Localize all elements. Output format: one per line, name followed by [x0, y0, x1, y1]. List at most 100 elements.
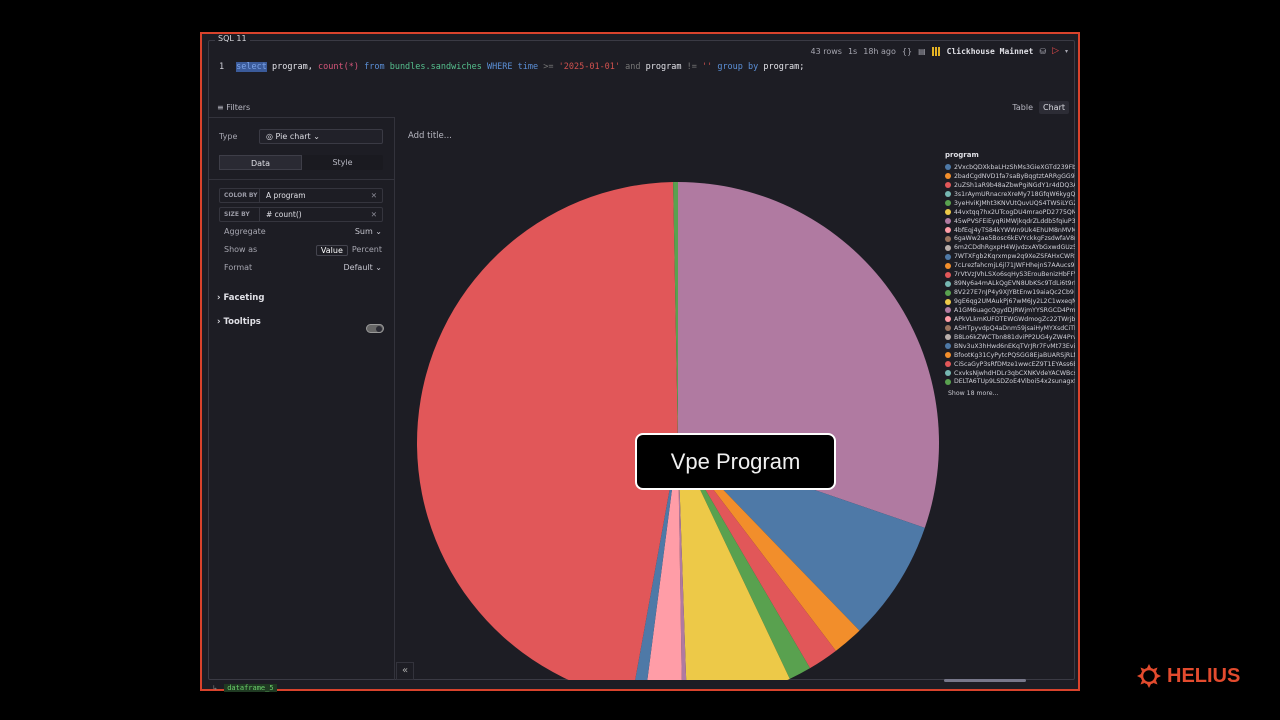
legend-swatch: [945, 316, 951, 323]
legend-item[interactable]: 45wPVSFEiEyqRiMWjkqdrZLddb5fqiuP3l: [945, 217, 1075, 226]
legend-item[interactable]: APkVLkmKUFDTEWGWdmogZc22TWrjb: [945, 315, 1075, 324]
table-icon[interactable]: ▤: [918, 46, 926, 56]
pie-slice[interactable]: [645, 443, 683, 680]
pie-slice[interactable]: [678, 443, 836, 669]
last-run: 18h ago: [863, 46, 896, 56]
chart-type-select[interactable]: ◎ Pie chart ⌄: [259, 129, 383, 144]
legend-swatch: [945, 200, 951, 207]
show-as-row: Show as Value Percent: [224, 245, 382, 256]
pie-slice[interactable]: [678, 443, 811, 679]
legend-item[interactable]: 89Ny6a4mALkQgEVN8UbKSc9TdLi6t9rF: [945, 279, 1075, 288]
legend-item[interactable]: 4bfEqj4yTS84kYWWn9Uk4EhUM8nMVM: [945, 226, 1075, 235]
faceting-section[interactable]: › Faceting: [217, 293, 265, 303]
tooltips-toggle[interactable]: [366, 324, 384, 333]
legend-item[interactable]: 7WTXFgb2Kqrxmpw2q9XeZSFAHxCWRf: [945, 252, 1075, 261]
legend-item[interactable]: A1GM6uagcQgydDJRWjmYYSRGCD4Pm: [945, 306, 1075, 315]
config-tabs: Data Style: [219, 155, 383, 170]
show-more-link[interactable]: Show 18 more...: [948, 390, 999, 398]
color-by-field[interactable]: COLOR BY A program ✕: [219, 188, 383, 203]
pie-slice[interactable]: [673, 182, 678, 443]
legend-item[interactable]: BNv3uX3hHwd6nEKqTVrJRr7FvMt73Evit: [945, 342, 1075, 351]
legend-swatch: [945, 370, 951, 377]
sql-editor[interactable]: 1 select program, count(*) from bundles.s…: [219, 62, 805, 72]
aggregate-select[interactable]: Sum ⌄: [354, 227, 382, 236]
show-as-value[interactable]: Value: [315, 245, 348, 256]
legend-swatch: [945, 307, 951, 314]
chart-tooltip: Vpe Program: [635, 433, 836, 490]
legend-item[interactable]: 2badCgdNVD1fa7saByBqgtztARRgGG9V: [945, 172, 1075, 181]
legend-item[interactable]: 44vxtqq7hx2UTcogDU4mraoPD2775QM: [945, 208, 1075, 217]
legend-item[interactable]: 3s1rAymURnacreXreMy718GfqW6kygQs: [945, 190, 1075, 199]
database-icon[interactable]: ⛁: [1039, 46, 1047, 56]
format-select[interactable]: Default ⌄: [343, 263, 382, 272]
legend-item[interactable]: CiScaGyP3sRfDMze1wwcEZ9T1EYAss6B: [945, 360, 1075, 369]
legend-item[interactable]: CxvksNjwhdHDLr3qbCXNKVdeYACWBcsf: [945, 369, 1075, 378]
legend-swatch: [945, 182, 951, 189]
legend-item[interactable]: DELTA6TUp9LSDZoE4Viboi54x2sunagxf: [945, 378, 1075, 387]
clickhouse-icon: [931, 46, 941, 56]
legend-swatch: [945, 253, 951, 260]
size-by-field[interactable]: SIZE BY # count() ✕: [219, 207, 383, 222]
legend-title: program: [945, 151, 979, 159]
pie-slice[interactable]: [632, 443, 678, 680]
legend-item[interactable]: B8Lo6kZWCTbn881dviPP2UG4yZW4Prv: [945, 333, 1075, 342]
legend-swatch: [945, 262, 951, 269]
cell-label: SQL 11: [215, 34, 250, 43]
row-count: 43 rows: [810, 46, 842, 56]
tab-data[interactable]: Data: [219, 155, 302, 170]
run-options-chevron-icon[interactable]: ▾: [1064, 47, 1068, 55]
chart-title-input[interactable]: Add title...: [408, 131, 452, 141]
remove-color-by-icon[interactable]: ✕: [370, 191, 377, 200]
format-icon[interactable]: {}: [901, 46, 913, 56]
legend-swatch: [945, 164, 951, 171]
legend-swatch: [945, 271, 951, 278]
pie-slice[interactable]: [678, 443, 860, 651]
tab-style[interactable]: Style: [332, 158, 353, 167]
run-button[interactable]: ▷: [1052, 46, 1059, 56]
tab-chart[interactable]: Chart: [1039, 101, 1069, 114]
legend-scrollbar[interactable]: [944, 679, 1026, 682]
legend-item[interactable]: 6gaWw2ae5Bosc6kEVYckkgFzsdwfaV8rq: [945, 235, 1075, 244]
tab-table[interactable]: Table: [1012, 103, 1034, 112]
legend-item[interactable]: 6m2CDdhRgxpH4WjvdzxAYbGxwdGUz5f: [945, 243, 1075, 252]
remove-size-by-icon[interactable]: ✕: [370, 210, 377, 219]
legend-item[interactable]: BfootKg31CyPytcPQSGG8EjaBUARSjRLfi: [945, 351, 1075, 360]
helius-sun-icon: [1137, 664, 1161, 688]
legend-item[interactable]: 3yeHviKJMht3KNVUtQuvUQS4TWSiLYG2: [945, 199, 1075, 208]
legend-item[interactable]: 9gE6qg2UMAukPj67wM6Jy2L2C1wxeqN: [945, 297, 1075, 306]
legend-swatch: [945, 280, 951, 287]
pie-slice[interactable]: [678, 443, 790, 680]
notebook-cell-frame: SQL 11 43 rows 1s 18h ago {} ▤ Clickhous…: [200, 32, 1080, 692]
pie-slice[interactable]: [678, 443, 687, 680]
cell-toolbar: 43 rows 1s 18h ago {} ▤ Clickhouse Mainn…: [811, 46, 1068, 56]
database-selector[interactable]: Clickhouse Mainnet: [946, 46, 1034, 56]
pie-slice[interactable]: [417, 182, 678, 680]
dataframe-badge[interactable]: dataframe_5: [224, 684, 277, 692]
chart-area: Add title... Vpe Program program 2VxcbQD…: [396, 118, 1075, 682]
output-dataframe: ↳ dataframe_5: [210, 684, 277, 692]
legend-item[interactable]: 7rVtVzJVhLSXo6sqHyS3ErouBenizHbFFV: [945, 270, 1075, 279]
legend-item[interactable]: ASHTpyvdpQ4aDnm59jsaiHyMYXsdCiTK: [945, 324, 1075, 333]
legend-item[interactable]: 7cLrezfahcmjL6jl71JWFHhejnS7AAucs9: [945, 261, 1075, 270]
legend-item[interactable]: 2VxcbQDXkbaLHzShMs3GieXGTd239FbA: [945, 163, 1075, 172]
legend-item[interactable]: 2uZSh1aR9b48aZbwPgiNGdY1r4dDQ3A: [945, 181, 1075, 190]
legend-swatch: [945, 235, 951, 242]
legend-swatch: [945, 298, 951, 305]
tooltips-section[interactable]: › Tooltips: [217, 317, 261, 327]
legend-swatch: [945, 227, 951, 234]
legend-swatch: [945, 343, 951, 350]
collapse-panel-button[interactable]: «: [396, 662, 414, 680]
brand-logo: HELIUS: [1137, 664, 1240, 688]
view-tabs: Table Chart: [1008, 101, 1069, 114]
legend-swatch: [945, 378, 951, 385]
legend-swatch: [945, 218, 951, 225]
format-row: Format Default ⌄: [224, 263, 382, 272]
legend-swatch: [945, 325, 951, 332]
legend-item[interactable]: 8V227E7nJP4y9XJYBtEnw19aiaQc2Cb9: [945, 288, 1075, 297]
duration: 1s: [847, 46, 858, 56]
line-number: 1: [219, 62, 225, 72]
legend-swatch: [945, 173, 951, 180]
show-as-percent[interactable]: Percent: [351, 245, 382, 254]
filters-toggle[interactable]: ≡ Filters: [217, 103, 251, 112]
type-label: Type: [219, 132, 238, 141]
